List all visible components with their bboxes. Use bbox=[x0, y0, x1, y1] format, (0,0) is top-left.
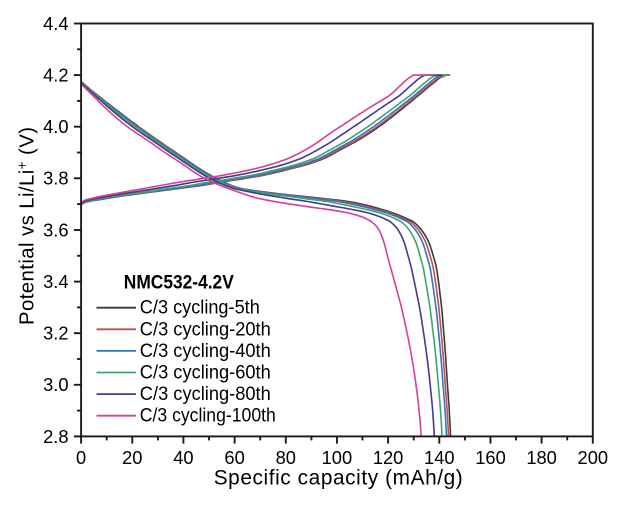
svg-text:C/3 cycling-40th: C/3 cycling-40th bbox=[140, 341, 271, 362]
svg-text:NMC532-4.2V: NMC532-4.2V bbox=[124, 272, 234, 293]
svg-text:200: 200 bbox=[578, 447, 609, 468]
svg-text:120: 120 bbox=[373, 447, 404, 468]
svg-text:80: 80 bbox=[276, 447, 296, 468]
svg-text:3.4: 3.4 bbox=[43, 271, 68, 292]
svg-text:C/3 cycling-20th: C/3 cycling-20th bbox=[140, 319, 271, 340]
svg-text:Specific capacity (mAh/g): Specific capacity (mAh/g) bbox=[214, 467, 464, 490]
svg-text:3.6: 3.6 bbox=[43, 219, 68, 240]
svg-text:C/3 cycling-60th: C/3 cycling-60th bbox=[140, 363, 271, 384]
svg-text:2.8: 2.8 bbox=[43, 426, 68, 447]
svg-text:C/3 cycling-100th: C/3 cycling-100th bbox=[140, 406, 276, 427]
svg-text:180: 180 bbox=[526, 447, 557, 468]
svg-text:100: 100 bbox=[322, 447, 353, 468]
svg-text:4.2: 4.2 bbox=[43, 65, 68, 86]
svg-text:3.0: 3.0 bbox=[43, 374, 68, 395]
svg-text:20: 20 bbox=[122, 447, 142, 468]
svg-text:4.4: 4.4 bbox=[43, 13, 68, 34]
svg-text:C/3 cycling-80th: C/3 cycling-80th bbox=[140, 384, 271, 405]
svg-text:60: 60 bbox=[224, 447, 244, 468]
svg-text:4.0: 4.0 bbox=[43, 116, 68, 137]
svg-text:Potential vs Li/Li+ (V): Potential vs Li/Li+ (V) bbox=[15, 127, 39, 325]
svg-text:140: 140 bbox=[424, 447, 455, 468]
svg-text:160: 160 bbox=[475, 447, 506, 468]
svg-text:3.8: 3.8 bbox=[43, 168, 68, 189]
svg-text:0: 0 bbox=[76, 447, 86, 468]
svg-text:C/3 cycling-5th: C/3 cycling-5th bbox=[140, 298, 260, 319]
svg-text:40: 40 bbox=[173, 447, 193, 468]
svg-text:3.2: 3.2 bbox=[43, 323, 68, 344]
